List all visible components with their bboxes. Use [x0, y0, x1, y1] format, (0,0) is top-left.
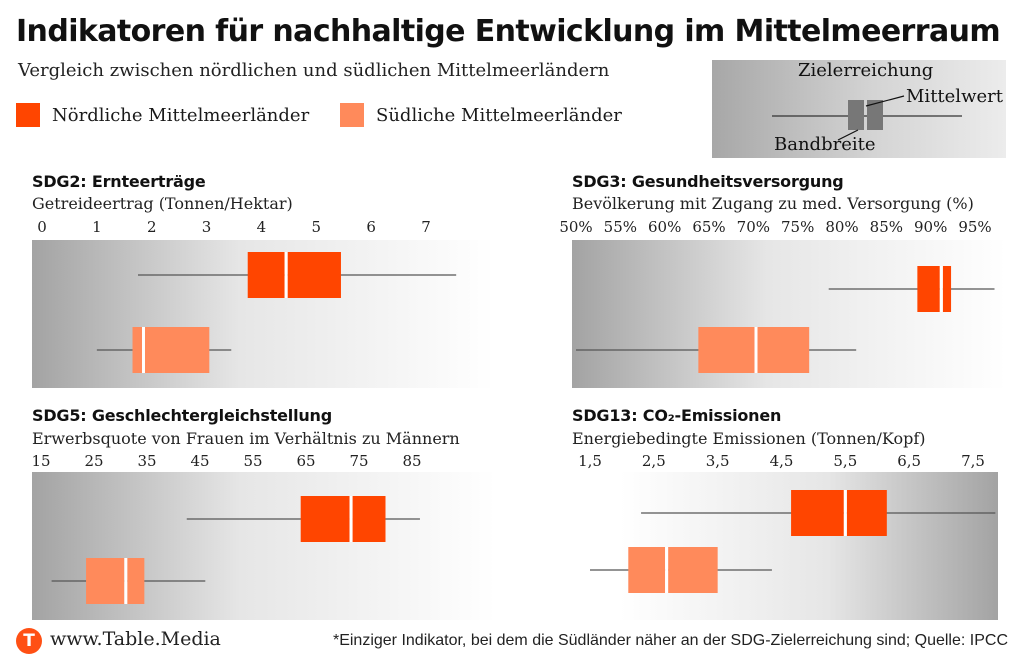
panel-sdg3-axis-label: Bevölkerung mit Zugang zu med. Versorgun… [572, 194, 974, 213]
sdg3-tick-label: 65% [692, 218, 725, 236]
sdg13-north-box-lower [791, 490, 844, 536]
legend-south-swatch [340, 103, 364, 127]
sdg2-south-box-upper [144, 327, 210, 373]
sdg5-tick-label: 35 [137, 452, 156, 470]
sdg3-tick-label: 50% [559, 218, 592, 236]
sdg5-north-box-upper [352, 496, 386, 542]
panel-sdg5-title: SDG5: Geschlechtergleichstellung [32, 406, 332, 425]
legend-north-swatch [16, 103, 40, 127]
sdg2-north-box-lower [247, 252, 285, 298]
sdg2-south-box-lower [132, 327, 142, 373]
chart-title: Indikatoren für nachhaltige Entwicklung … [16, 14, 1001, 49]
sdg2-tick-label: 7 [421, 218, 431, 236]
panel-sdg2-axis-label: Getreideertrag (Tonnen/Hektar) [32, 194, 293, 213]
sdg2-tick-label: 0 [37, 218, 47, 236]
chart-subtitle: Vergleich zwischen nördlichen und südlic… [18, 60, 610, 81]
sdg3-north-box-upper [942, 266, 952, 312]
legend-north: Nördliche Mittelmeerländer [16, 102, 309, 128]
sdg13-tick-label: 4,5 [770, 452, 794, 470]
sdg3-tick-label: 80% [825, 218, 858, 236]
sdg2-tick-label: 2 [147, 218, 157, 236]
sdg3-south-box-lower [698, 327, 755, 373]
sdg2-north-box-upper [287, 252, 341, 298]
sdg3-tick-label: 90% [914, 218, 947, 236]
reading-key-graphic [772, 95, 962, 141]
sdg2-tick-label: 6 [366, 218, 376, 236]
sdg3-tick-label: 75% [781, 218, 814, 236]
sdg5-south-box-lower [86, 558, 125, 604]
sdg13-tick-label: 2,5 [642, 452, 666, 470]
reading-key-goal: Zielerreichung [798, 60, 934, 81]
legend-north-label: Nördliche Mittelmeerländer [52, 104, 310, 126]
panel-sdg3-title: SDG3: Gesundheitsversorgung [572, 172, 844, 191]
sdg13-north-box-upper [846, 490, 887, 536]
table-media-logo: T [16, 628, 42, 654]
footer-note: *Einziger Indikator, bei dem die Südländ… [332, 632, 1008, 649]
sdg2-tick-label: 1 [92, 218, 102, 236]
sdg5-tick-label: 55 [243, 452, 262, 470]
sdg5-tick-label: 25 [84, 452, 103, 470]
sdg13-south-box-lower [628, 547, 666, 593]
footer-website: www.Table.Media [50, 628, 221, 650]
sdg2-tick-label: 5 [312, 218, 322, 236]
sdg13-tick-label: 1,5 [578, 452, 602, 470]
sdg13-tick-label: 3,5 [706, 452, 730, 470]
sdg5-tick-label: 85 [402, 452, 421, 470]
sdg3-tick-label: 55% [604, 218, 637, 236]
sdg13-tick-label: 5,5 [833, 452, 857, 470]
sdg3-south-box-upper [757, 327, 810, 373]
legend-south: Südliche Mittelmeerländer [340, 102, 622, 128]
sdg5-south-box-upper [127, 558, 145, 604]
sdg5-tick-label: 65 [296, 452, 315, 470]
sdg13-south-box-upper [668, 547, 718, 593]
panel-sdg2-title: SDG2: Ernteerträge [32, 172, 206, 191]
sdg5-north-box-lower [300, 496, 350, 542]
reading-key-mean: Mittelwert [906, 86, 1003, 107]
sdg5-tick-label: 75 [349, 452, 368, 470]
panel-sdg5-axis-label: Erwerbsquote von Frauen im Verhältnis zu… [32, 429, 460, 448]
panel-sdg13-axis-label: Energiebedingte Emissionen (Tonnen/Kopf) [572, 429, 926, 448]
sdg13-tick-label: 6,5 [897, 452, 921, 470]
panel-sdg13-title: SDG13: CO₂-Emissionen [572, 406, 782, 425]
reading-key: Zielerreichung Mittelwert Bandbreite [712, 60, 1006, 158]
sdg5-tick-label: 15 [31, 452, 50, 470]
sdg3-tick-label: 60% [648, 218, 681, 236]
sdg2-tick-label: 3 [202, 218, 212, 236]
legend-south-label: Südliche Mittelmeerländer [376, 104, 622, 126]
sdg3-tick-label: 95% [958, 218, 991, 236]
reading-key-range: Bandbreite [774, 134, 876, 155]
sdg3-tick-label: 85% [870, 218, 903, 236]
sdg13-tick-label: 7,5 [961, 452, 985, 470]
sdg3-tick-label: 70% [737, 218, 770, 236]
sdg5-tick-label: 45 [190, 452, 209, 470]
sdg2-tick-label: 4 [257, 218, 267, 236]
sdg3-north-box-lower [917, 266, 940, 312]
